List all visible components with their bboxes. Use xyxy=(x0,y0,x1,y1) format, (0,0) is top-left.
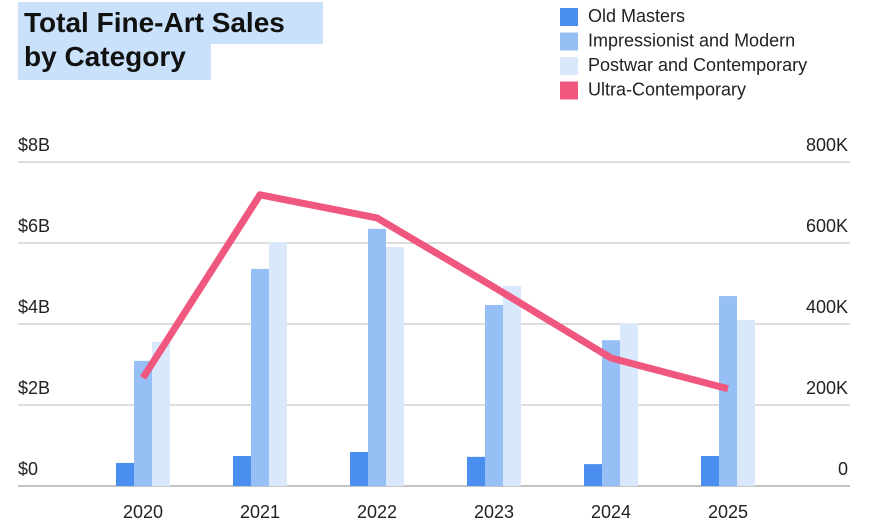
x-tick-label: 2022 xyxy=(357,502,397,522)
x-tick-label: 2021 xyxy=(240,502,280,522)
bar xyxy=(368,228,386,486)
bar xyxy=(485,304,503,486)
legend-swatch xyxy=(560,8,578,26)
bar xyxy=(503,285,521,486)
legend-swatch xyxy=(560,57,578,75)
title-bg xyxy=(18,44,211,80)
y2-tick-label: 200K xyxy=(806,378,848,398)
bar xyxy=(737,319,755,486)
x-tick-label: 2023 xyxy=(474,502,514,522)
bar xyxy=(152,341,170,486)
bar xyxy=(116,462,134,486)
bar xyxy=(233,456,251,486)
chart-title: by Category xyxy=(24,41,186,72)
y-tick-label: $4B xyxy=(18,297,50,317)
x-tick-label: 2020 xyxy=(123,502,163,522)
bar xyxy=(269,242,287,486)
bar xyxy=(386,247,404,486)
bar xyxy=(134,360,152,486)
bar xyxy=(251,268,269,486)
title-bg xyxy=(18,2,323,44)
x-tick-label: 2025 xyxy=(708,502,748,522)
y2-tick-label: 600K xyxy=(806,216,848,236)
bar xyxy=(467,456,485,486)
y2-tick-label: 800K xyxy=(806,135,848,155)
bar xyxy=(584,464,602,486)
legend-label: Impressionist and Modern xyxy=(588,30,795,50)
bar xyxy=(620,323,638,486)
bar xyxy=(719,296,737,486)
bar xyxy=(350,451,368,486)
x-tick-label: 2024 xyxy=(591,502,631,522)
bar xyxy=(602,340,620,486)
legend-label: Postwar and Contemporary xyxy=(588,55,807,75)
bar xyxy=(701,456,719,486)
y-tick-label: $0 xyxy=(18,459,38,479)
line xyxy=(140,191,729,393)
y2-tick-label: 400K xyxy=(806,297,848,317)
y2-tick-label: 0 xyxy=(838,459,848,479)
legend-label: Ultra-Contemporary xyxy=(588,79,746,99)
y-tick-label: $2B xyxy=(18,378,50,398)
y-tick-label: $6B xyxy=(18,216,50,236)
legend-swatch xyxy=(560,81,578,100)
y-tick-label: $8B xyxy=(18,135,50,155)
chart-title: Total Fine-Art Sales xyxy=(24,7,285,38)
legend-swatch xyxy=(560,32,578,51)
legend-label: Old Masters xyxy=(588,6,685,26)
